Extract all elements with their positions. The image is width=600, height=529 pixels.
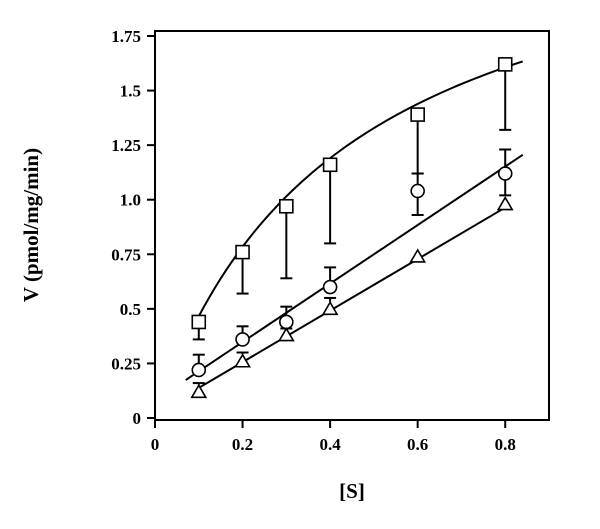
y-tick-label: 1.5	[120, 82, 141, 101]
square-marker	[497, 57, 513, 72]
square-marker	[279, 198, 294, 214]
x-tick-label: 0	[151, 435, 160, 454]
triangle-marker	[277, 326, 295, 342]
triangle-marker	[190, 383, 208, 399]
circle-fit-line	[185, 154, 524, 381]
y-tick-label: 0.25	[111, 354, 141, 373]
square-marker	[191, 314, 207, 330]
error-bars	[192, 71, 512, 385]
triangle-fit-line	[198, 206, 506, 389]
y-tick-label: 1.75	[111, 27, 141, 46]
triangle-marker	[321, 300, 339, 316]
circle-marker	[322, 279, 338, 295]
x-tick-label: 0.8	[495, 435, 516, 454]
circle-marker	[497, 166, 513, 181]
y-tick-label: 0	[133, 409, 142, 428]
square-marker	[235, 244, 250, 260]
triangle-marker	[496, 195, 514, 211]
square-fit-curve	[197, 60, 524, 317]
circle-marker	[235, 332, 250, 347]
y-tick-label: 0.75	[111, 245, 141, 264]
data-markers	[190, 57, 514, 399]
y-tick-label: 0.5	[120, 300, 141, 319]
triangle-marker	[409, 248, 427, 263]
axis-ticks: 0 0.2 0.4 0.6 0.8 0 0.25 0.5 0.75 1.0 1.25 1.5 1.75	[111, 27, 516, 454]
circle-marker	[410, 183, 425, 199]
x-axis-title: [S]	[339, 479, 365, 503]
x-tick-label: 0.4	[319, 435, 341, 454]
square-marker	[322, 157, 338, 173]
y-tick-label: 1.25	[111, 136, 141, 155]
circle-marker	[191, 362, 207, 378]
x-tick-label: 0.6	[407, 435, 428, 454]
y-axis-title: V (pmol/mg/min)	[19, 148, 43, 302]
plot-frame	[154, 30, 550, 421]
square-marker	[410, 107, 425, 122]
triangle-marker	[234, 353, 251, 368]
circle-marker	[279, 314, 294, 330]
y-tick-label: 1.0	[120, 191, 141, 210]
x-tick-label: 0.2	[232, 435, 253, 454]
